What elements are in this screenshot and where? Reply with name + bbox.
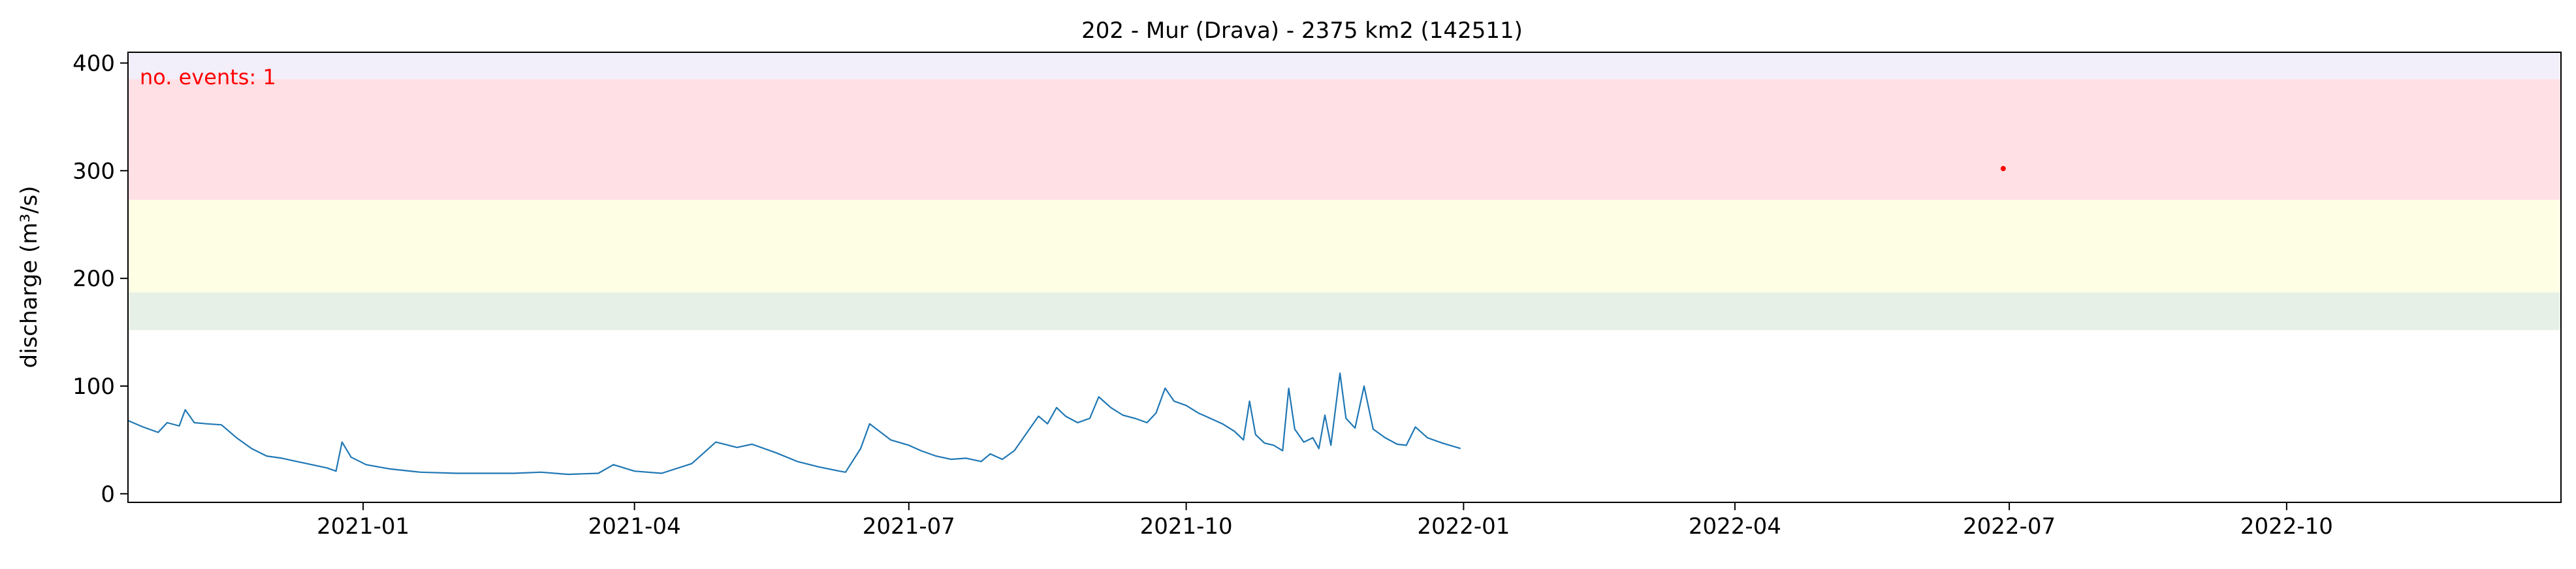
event-marker-1 — [2000, 166, 2006, 172]
y-axis-label: discharge (m³/s) — [16, 186, 42, 368]
event-markers — [2000, 166, 2006, 172]
x-axis-ticks: 2021-01 2021-04 2021-07 2021-10 2022-01 2022-… — [317, 502, 2333, 540]
threshold-band-2 — [128, 199, 2561, 293]
plot-frame — [127, 52, 2562, 503]
y-tick-label: 100 — [72, 374, 115, 400]
y-tick-label: 300 — [72, 158, 115, 184]
x-tick-label: 2022-10 — [2240, 513, 2333, 540]
x-tick-label: 2022-01 — [1417, 513, 1510, 540]
y-axis-ticks: 0 100 200 300 400 — [72, 50, 128, 508]
chart-title: 202 - Mur (Drava) - 2375 km2 (142511) — [1081, 18, 1523, 44]
x-tick-label: 2021-10 — [1140, 513, 1233, 540]
y-tick-label: 400 — [72, 50, 115, 76]
y-tick-label: 0 — [101, 481, 115, 508]
discharge-series-line — [127, 372, 1461, 476]
threshold-band-4 — [128, 52, 2561, 80]
events-count-annotation: no. events: 1 — [140, 65, 276, 89]
threshold-band-1 — [128, 292, 2561, 331]
x-tick-label: 2022-07 — [1963, 513, 2056, 540]
series-layer — [127, 372, 1461, 476]
x-tick-label: 2021-07 — [863, 513, 955, 540]
x-tick-label: 2021-01 — [317, 513, 409, 540]
threshold-bands — [128, 52, 2561, 331]
y-tick-label: 200 — [72, 266, 115, 292]
threshold-band-3 — [128, 79, 2561, 200]
x-tick-label: 2021-04 — [588, 513, 681, 540]
x-tick-label: 2022-04 — [1689, 513, 1781, 540]
